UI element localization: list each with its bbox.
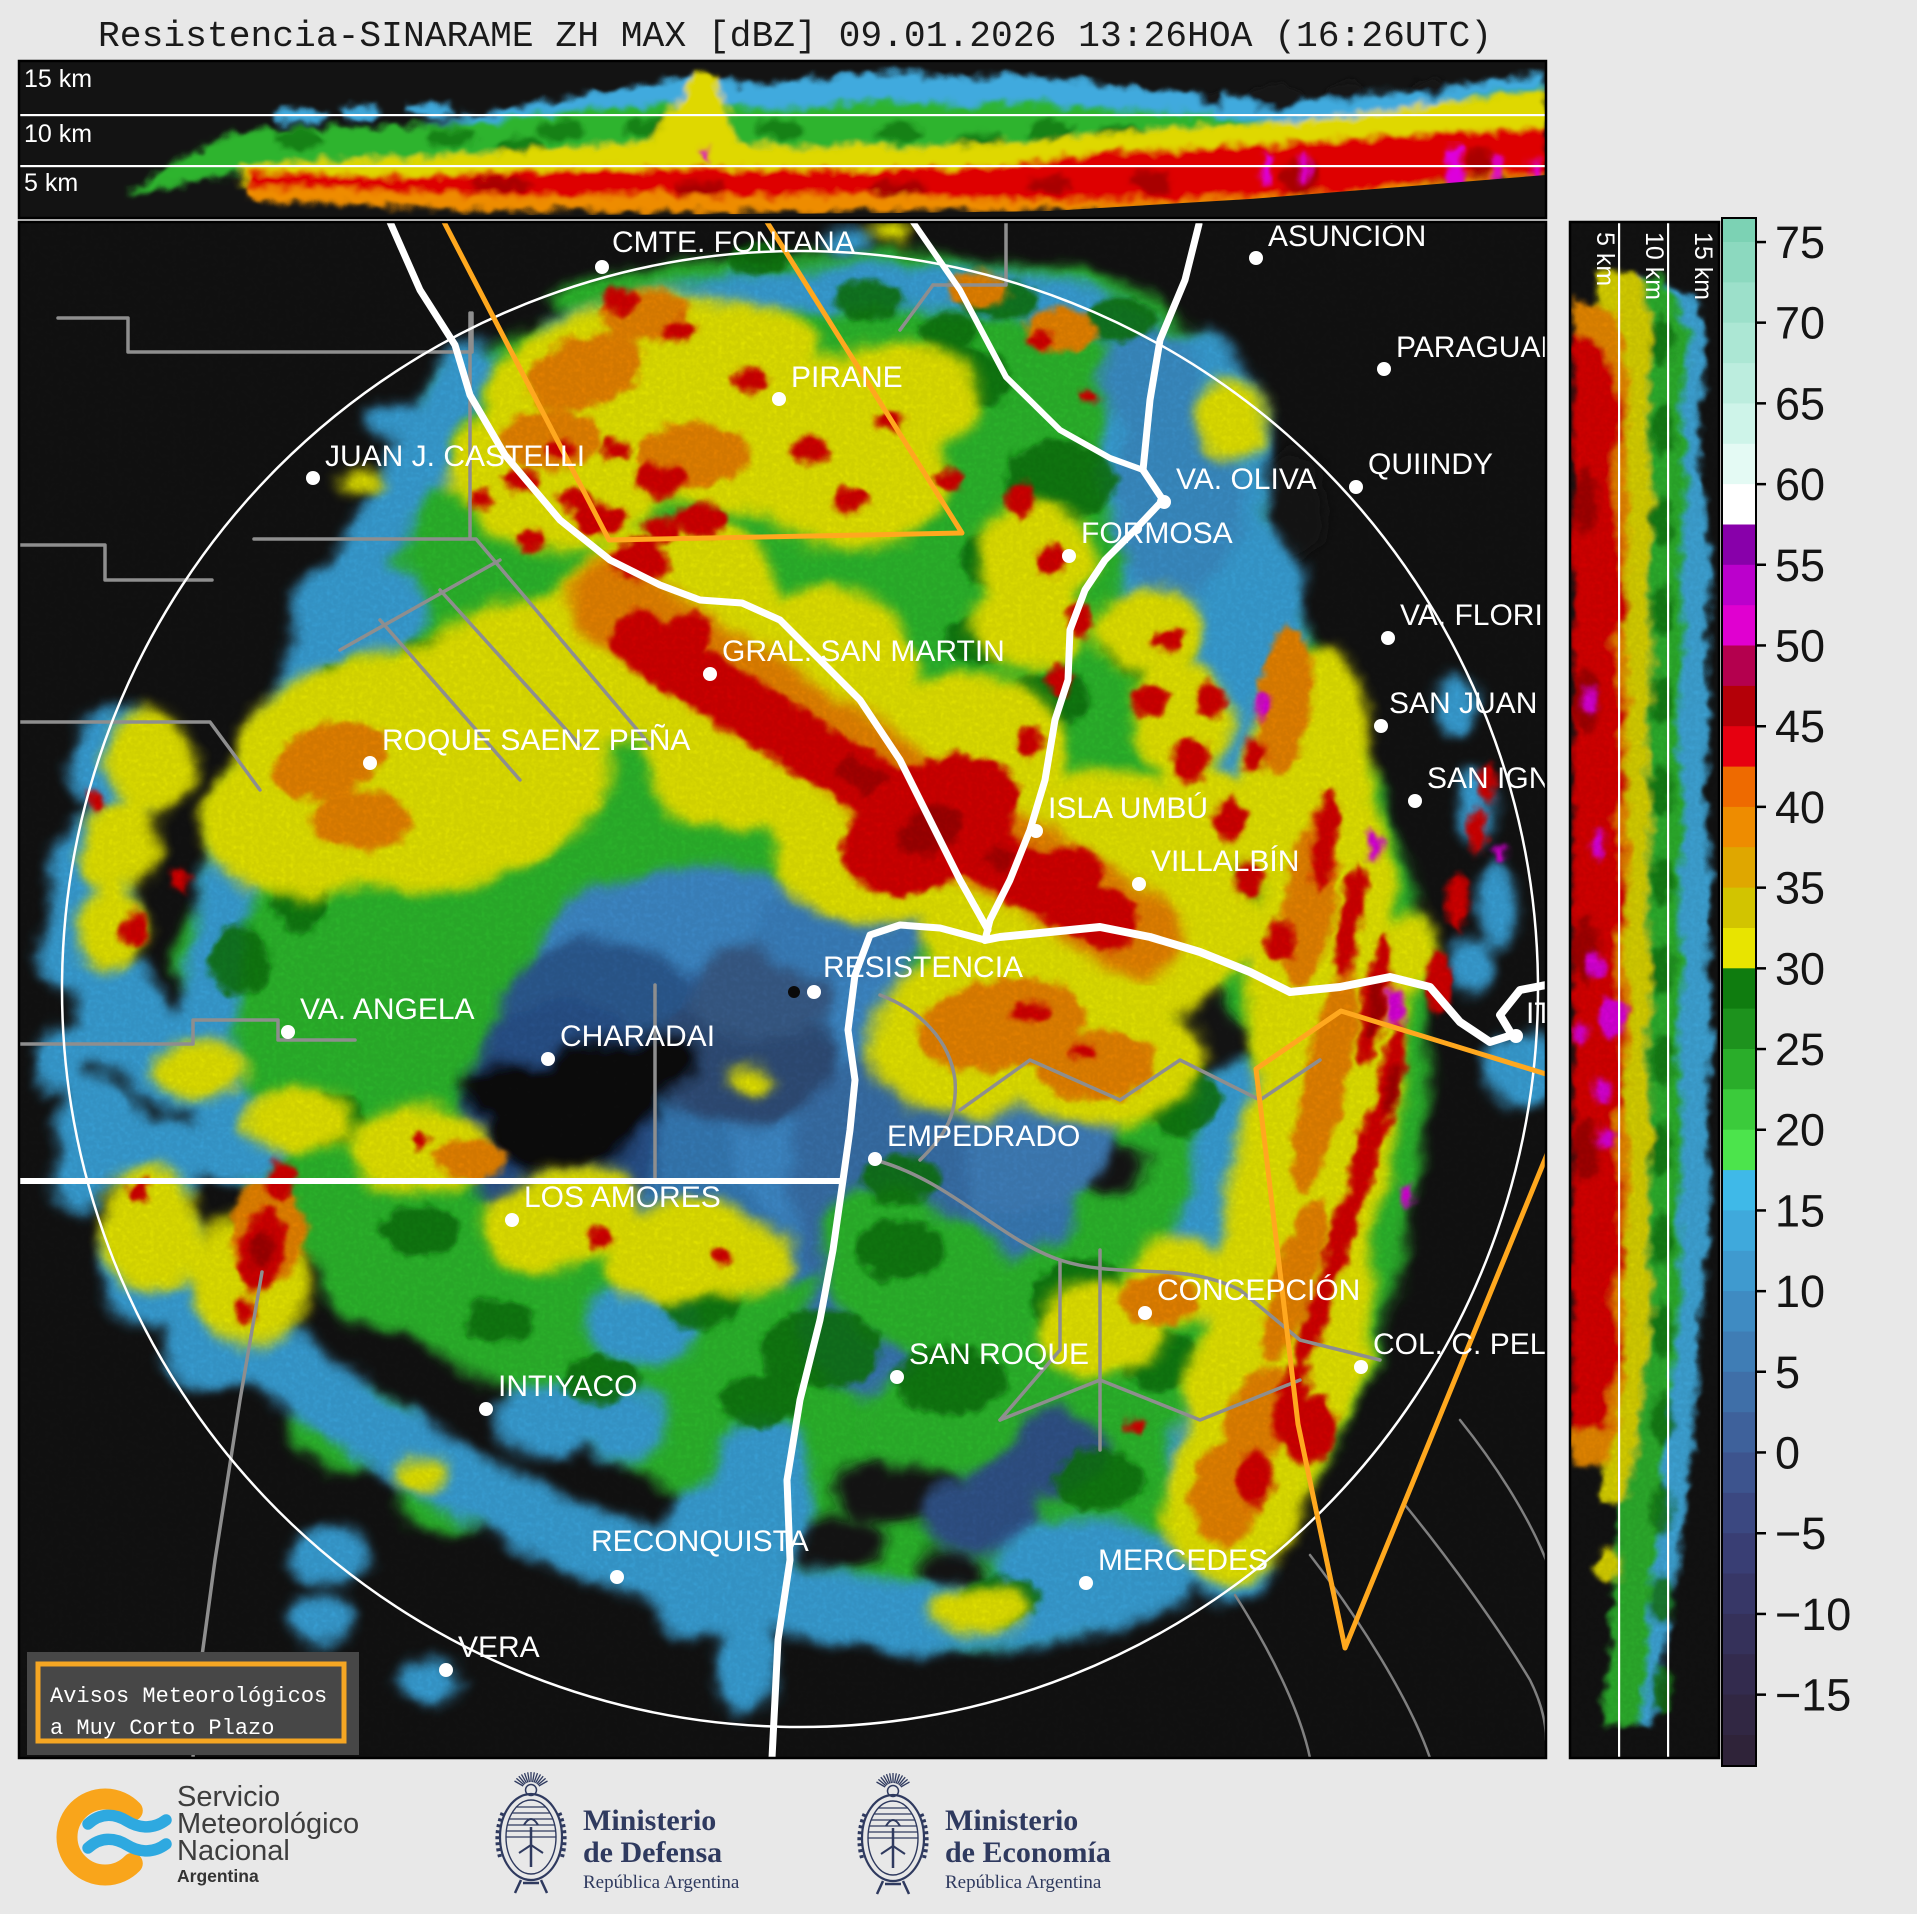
- svg-text:Meteorológico: Meteorológico: [177, 1808, 359, 1840]
- svg-text:15 km: 15 km: [1689, 232, 1717, 300]
- svg-text:5: 5: [1775, 1347, 1800, 1398]
- svg-text:Nacional: Nacional: [177, 1835, 290, 1867]
- svg-text:JUAN J. CASTELLI: JUAN J. CASTELLI: [325, 440, 585, 473]
- svg-text:5 km: 5 km: [1591, 232, 1619, 286]
- svg-text:VA. ANGELA: VA. ANGELA: [300, 993, 475, 1026]
- svg-text:VILLALBÍN: VILLALBÍN: [1151, 845, 1299, 878]
- svg-text:5 km: 5 km: [24, 169, 78, 197]
- svg-text:30: 30: [1775, 943, 1825, 994]
- svg-text:SAN IGNACIO: SAN IGNACIO: [1427, 762, 1624, 795]
- svg-text:10: 10: [1775, 1266, 1825, 1317]
- svg-text:Servicio: Servicio: [177, 1781, 280, 1813]
- svg-text:15: 15: [1775, 1185, 1825, 1236]
- svg-text:QUIINDY: QUIINDY: [1368, 448, 1493, 481]
- svg-text:LOS AMORES: LOS AMORES: [524, 1181, 721, 1214]
- svg-text:PIRANE: PIRANE: [791, 361, 903, 394]
- svg-text:10 km: 10 km: [1640, 232, 1668, 300]
- svg-text:ISLA UMBÚ: ISLA UMBÚ: [1048, 792, 1208, 825]
- svg-text:50: 50: [1775, 621, 1825, 672]
- svg-text:de Economía: de Economía: [945, 1836, 1111, 1869]
- svg-text:25: 25: [1775, 1024, 1825, 1075]
- svg-text:−5: −5: [1775, 1508, 1826, 1559]
- svg-text:−10: −10: [1775, 1589, 1851, 1640]
- svg-text:35: 35: [1775, 863, 1825, 914]
- svg-text:CONCEPCIÓN: CONCEPCIÓN: [1157, 1274, 1360, 1307]
- svg-text:10 km: 10 km: [24, 120, 92, 148]
- svg-text:RECONQUISTA: RECONQUISTA: [591, 1525, 809, 1558]
- svg-text:Ministerio: Ministerio: [945, 1804, 1078, 1837]
- svg-text:20: 20: [1775, 1105, 1825, 1156]
- svg-text:Argentina: Argentina: [177, 1866, 259, 1886]
- svg-text:75: 75: [1775, 217, 1825, 268]
- svg-text:Avisos Meteorológicos: Avisos Meteorológicos: [50, 1684, 327, 1709]
- svg-text:45: 45: [1775, 701, 1825, 752]
- svg-text:Ministerio: Ministerio: [583, 1804, 716, 1837]
- svg-text:65: 65: [1775, 378, 1825, 429]
- svg-text:70: 70: [1775, 298, 1825, 349]
- svg-text:de Defensa: de Defensa: [583, 1836, 722, 1869]
- svg-text:0: 0: [1775, 1428, 1800, 1479]
- svg-text:Resistencia-SINARAME ZH MAX [d: Resistencia-SINARAME ZH MAX [dBZ] 09.01.…: [98, 16, 1492, 57]
- svg-text:60: 60: [1775, 459, 1825, 510]
- svg-text:ROQUE SAENZ PEÑA: ROQUE SAENZ PEÑA: [382, 723, 690, 757]
- svg-text:FORMOSA: FORMOSA: [1081, 517, 1233, 550]
- svg-text:VA. OLIVA: VA. OLIVA: [1176, 463, 1317, 496]
- svg-text:40: 40: [1775, 782, 1825, 833]
- svg-text:15 km: 15 km: [24, 65, 92, 93]
- svg-text:SAN JUAN B: SAN JUAN B: [1389, 687, 1566, 720]
- svg-text:CMTE. FONTANA: CMTE. FONTANA: [612, 226, 855, 259]
- svg-text:a Muy Corto Plazo: a Muy Corto Plazo: [50, 1716, 274, 1741]
- svg-text:ASUNCIÓN: ASUNCIÓN: [1268, 220, 1426, 253]
- svg-text:MERCEDES: MERCEDES: [1098, 1544, 1268, 1577]
- svg-text:COL. C. PELLEGRINI: COL. C. PELLEGRINI: [1373, 1328, 1666, 1361]
- svg-text:VA. FLORIDA: VA. FLORIDA: [1400, 599, 1584, 632]
- svg-text:República Argentina: República Argentina: [945, 1872, 1102, 1893]
- svg-text:EMPEDRADO: EMPEDRADO: [887, 1120, 1080, 1153]
- svg-text:55: 55: [1775, 540, 1825, 591]
- svg-text:ITUZAINGÓ: ITUZAINGÓ: [1526, 997, 1689, 1030]
- svg-text:−15: −15: [1775, 1670, 1851, 1721]
- svg-text:CHARADAI: CHARADAI: [560, 1020, 715, 1053]
- svg-text:PARAGUARÍ: PARAGUARÍ: [1396, 331, 1571, 364]
- svg-text:SAN ROQUE: SAN ROQUE: [909, 1338, 1089, 1371]
- svg-text:RESISTENCIA: RESISTENCIA: [823, 951, 1023, 984]
- svg-text:República Argentina: República Argentina: [583, 1872, 740, 1893]
- svg-text:GRAL. SAN MARTIN: GRAL. SAN MARTIN: [722, 635, 1005, 668]
- svg-text:INTIYACO: INTIYACO: [498, 1370, 637, 1403]
- svg-text:VERA: VERA: [458, 1631, 540, 1664]
